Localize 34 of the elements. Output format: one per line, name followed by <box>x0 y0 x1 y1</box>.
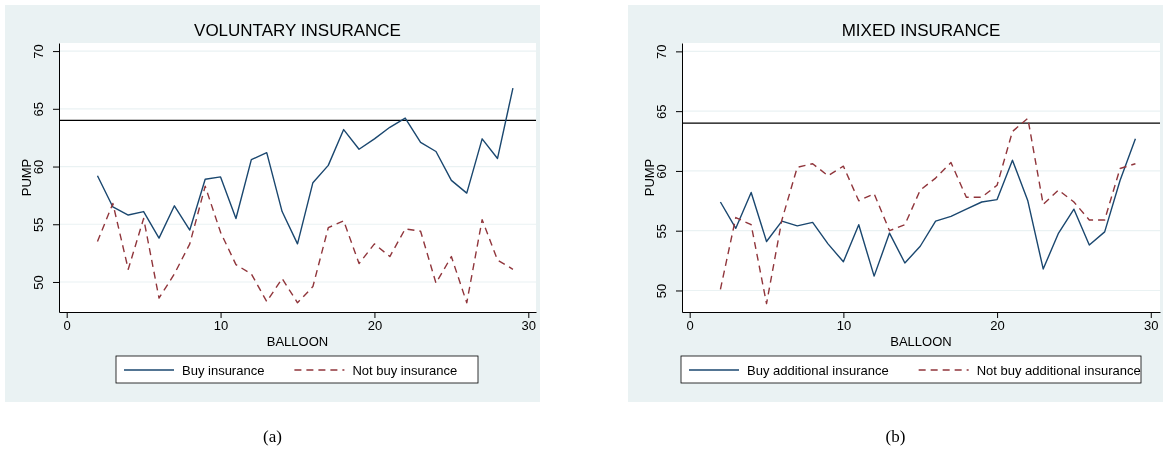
y-tick-label: 50 <box>31 275 46 290</box>
x-tick-label: 30 <box>521 318 537 334</box>
y-axis-title: PUMP <box>642 158 657 197</box>
y-tick-label: 60 <box>654 164 669 179</box>
text: (a) <box>263 427 282 446</box>
legend-label: Buy additional insurance <box>747 363 889 378</box>
y-tick-label: 50 <box>654 283 669 299</box>
chart-title: MIXED INSURANCE <box>841 21 1001 40</box>
y-tick-label: 70 <box>654 44 669 60</box>
line-series <box>96 185 514 304</box>
y-tick-label: 60 <box>31 159 46 175</box>
y-tick-label: 65 <box>31 102 46 117</box>
line-series <box>719 117 1137 305</box>
y-tick-label: 55 <box>654 223 669 239</box>
legend-label: Not buy additional insurance <box>976 363 1141 378</box>
x-tick-label: 20 <box>990 318 1005 334</box>
line-series <box>96 87 514 245</box>
y-axis-title: PUMP <box>19 158 34 197</box>
x-tick-label: 30 <box>1144 318 1159 334</box>
chart-title: VOLUNTARY INSURANCE <box>194 21 401 40</box>
x-axis-title: BALLOON <box>266 334 329 349</box>
legend-label: Buy insurance <box>182 363 265 378</box>
y-tick-label: 55 <box>31 217 46 232</box>
x-axis-title: BALLOON <box>890 334 952 349</box>
x-tick-label: 0 <box>686 318 694 334</box>
x-tick-label: 10 <box>213 318 229 334</box>
line-series <box>719 137 1137 277</box>
x-tick-label: 0 <box>63 318 71 334</box>
y-tick-label: 65 <box>654 104 669 119</box>
legend-label: Not buy insurance <box>352 363 458 378</box>
x-tick-label: 10 <box>836 318 852 334</box>
text: (b) <box>885 427 906 446</box>
x-tick-label: 20 <box>367 318 383 334</box>
y-tick-label: 70 <box>31 44 46 59</box>
